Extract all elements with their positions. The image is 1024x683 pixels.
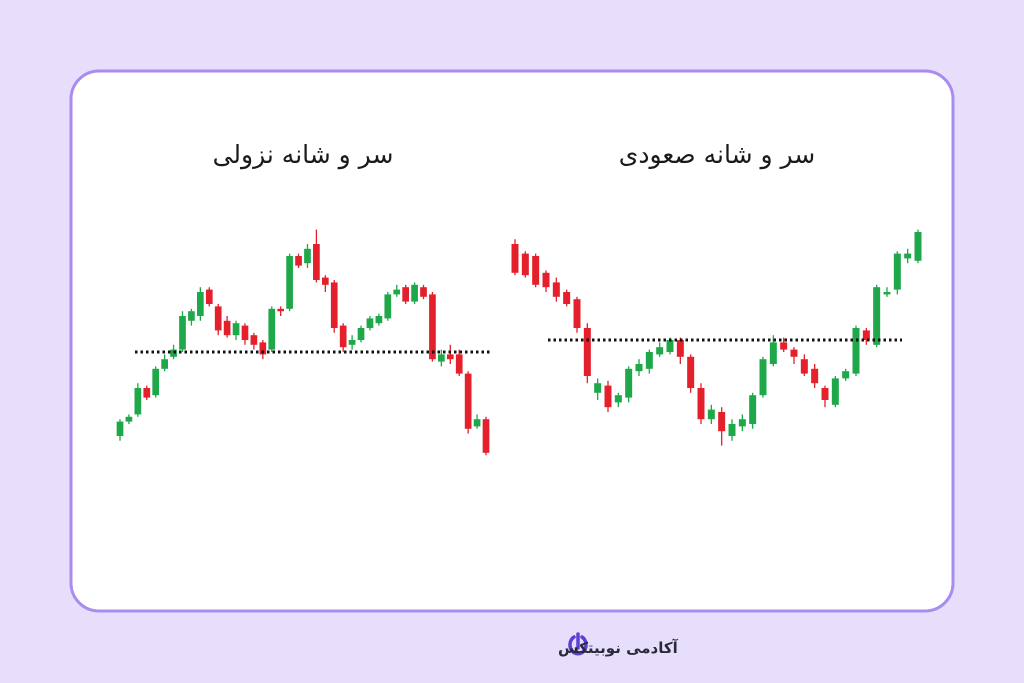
candle-body <box>542 272 550 288</box>
candle-body <box>429 294 436 360</box>
candle-body <box>473 419 481 427</box>
candle-body <box>143 388 151 398</box>
candle-body <box>904 253 912 259</box>
candle-body <box>831 378 839 405</box>
candle-body <box>411 284 418 302</box>
candle-body <box>769 342 777 364</box>
candle-body <box>563 292 571 304</box>
candle-body <box>583 328 591 376</box>
candle-body <box>125 416 133 422</box>
candle-body <box>214 306 222 331</box>
candle-body <box>614 395 622 403</box>
candle-body <box>883 292 891 295</box>
candle-body <box>464 373 472 429</box>
candle-body <box>738 419 746 427</box>
candle-body <box>188 311 195 321</box>
candle-body <box>728 424 736 436</box>
candle-body <box>842 371 850 379</box>
candle-body <box>116 421 124 436</box>
candle-body <box>393 289 401 295</box>
candle-body <box>402 287 410 302</box>
candle-body <box>250 335 258 345</box>
candle-body <box>759 359 767 396</box>
candle-body <box>286 256 293 309</box>
candle-body <box>573 299 581 328</box>
candle-body <box>232 323 240 336</box>
candle-body <box>241 325 249 340</box>
chart-title: سر و شانه نزولی <box>213 140 394 170</box>
candle-body <box>521 253 529 276</box>
candle-body <box>384 294 392 319</box>
candle-body <box>134 388 142 415</box>
candle-body <box>676 340 684 357</box>
candle-body <box>625 368 633 398</box>
candle-body <box>635 364 643 372</box>
candle-body <box>339 325 347 348</box>
candle-body <box>455 354 463 374</box>
candle-body <box>161 359 168 369</box>
candle-body <box>656 347 664 355</box>
candle-body <box>511 244 519 273</box>
candle-body <box>873 287 881 345</box>
candle-body <box>532 256 540 285</box>
candle-body <box>277 308 285 312</box>
candle-body <box>304 248 311 264</box>
candle-body <box>152 368 160 396</box>
candle-body <box>259 342 267 355</box>
candle-body <box>749 395 757 424</box>
chart-title: سر و شانه صعودی <box>619 140 815 170</box>
candle-body <box>893 253 901 290</box>
candle-body <box>862 330 870 340</box>
candle-body <box>482 419 490 453</box>
footer-brand: آکادمی نوبیتکس <box>558 639 679 657</box>
candle-body <box>205 289 213 304</box>
candle-body <box>800 359 808 374</box>
candle-body <box>718 412 726 432</box>
card <box>69 69 955 613</box>
candle-body <box>645 352 653 369</box>
candle-body <box>707 409 715 420</box>
candle-body <box>666 340 674 352</box>
candle-body <box>697 388 705 420</box>
candle-body <box>348 340 356 345</box>
candle-body <box>438 354 445 362</box>
candle-body <box>366 318 374 328</box>
candle-body <box>780 342 788 350</box>
candle-body <box>223 320 231 336</box>
candle-body <box>357 328 365 340</box>
candle-body <box>321 277 329 285</box>
candle-body <box>375 316 383 324</box>
candle-body <box>295 256 302 266</box>
candle-body <box>594 383 602 393</box>
candle-body <box>268 308 276 350</box>
candle-body <box>811 368 819 384</box>
candle-body <box>914 232 922 261</box>
candle-body <box>790 349 798 357</box>
candle-body <box>852 328 860 374</box>
candle-body <box>604 385 612 408</box>
candle-body <box>313 244 320 280</box>
candle-body <box>821 388 829 400</box>
candle-body <box>420 287 427 297</box>
candle-body <box>687 356 695 388</box>
candle-body <box>179 316 186 350</box>
candle-body <box>330 282 338 328</box>
candle-body <box>196 292 204 316</box>
candle-body <box>446 354 454 360</box>
charts: سر و شانه نزولی سر و شانه صعودی <box>116 140 922 456</box>
candle-body <box>552 282 560 297</box>
footer-logo <box>568 632 588 656</box>
